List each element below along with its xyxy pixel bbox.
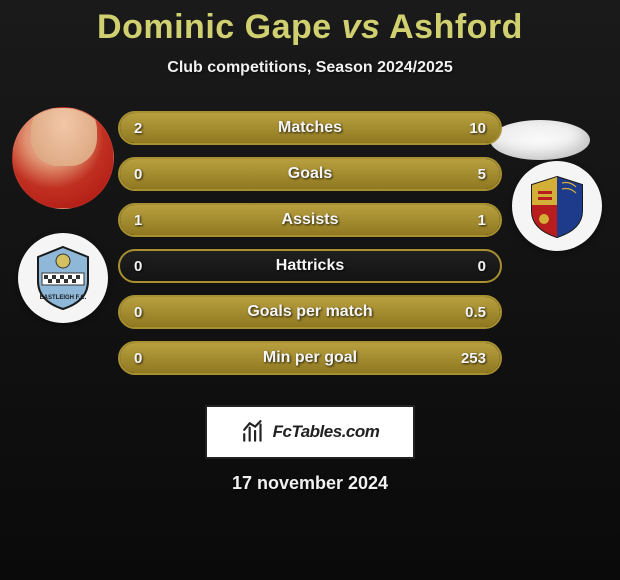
stat-label: Hattricks [276,257,344,275]
stat-value-left: 0 [134,350,142,367]
brand-text: FcTables.com [273,422,380,442]
brand-badge[interactable]: FcTables.com [205,405,415,459]
stat-value-left: 0 [134,166,142,183]
comparison-title: Dominic Gape vs Ashford [0,0,620,47]
subtitle: Club competitions, Season 2024/2025 [0,59,620,77]
vs-label: vs [342,8,381,46]
player1-name: Dominic Gape [97,8,332,46]
stat-value-right: 5 [478,166,486,183]
stat-label: Assists [282,211,339,229]
player1-club-crest: EASTLEIGH F.C. [18,233,108,323]
right-column [502,101,612,251]
stat-fill-right [185,113,500,143]
stat-value-left: 2 [134,120,142,137]
stat-row: 0 Goals per match 0.5 [118,295,502,329]
stat-row: 0 Min per goal 253 [118,341,502,375]
stat-label: Matches [278,119,342,137]
wealdstone-crest-icon [522,171,592,241]
chart-icon [241,419,267,445]
stat-value-left: 0 [134,304,142,321]
stat-row: 0 Hattricks 0 [118,249,502,283]
stat-value-right: 0.5 [465,304,486,321]
stat-label: Min per goal [263,349,357,367]
stat-row: 2 Matches 10 [118,111,502,145]
eastleigh-crest-icon: EASTLEIGH F.C. [28,243,98,313]
left-column: EASTLEIGH F.C. [8,101,118,323]
stat-value-right: 0 [478,258,486,275]
svg-text:EASTLEIGH F.C.: EASTLEIGH F.C. [40,295,87,301]
stat-value-right: 253 [461,350,486,367]
player2-name: Ashford [389,8,523,46]
stat-row: 1 Assists 1 [118,203,502,237]
stat-fill-left [120,113,185,143]
player2-club-crest [512,161,602,251]
main-content: EASTLEIGH F.C. 2Matches100Goals51Assists… [0,77,620,387]
stat-row: 0 Goals 5 [118,157,502,191]
stat-value-right: 10 [469,120,486,137]
stat-value-left: 0 [134,258,142,275]
stat-label: Goals [288,165,332,183]
date: 17 november 2024 [0,473,620,494]
stat-value-right: 1 [478,212,486,229]
player1-avatar [12,107,114,209]
stat-label: Goals per match [247,303,372,321]
stats-column: 2Matches100Goals51Assists10Hattricks00Go… [118,101,502,387]
stat-value-left: 1 [134,212,142,229]
